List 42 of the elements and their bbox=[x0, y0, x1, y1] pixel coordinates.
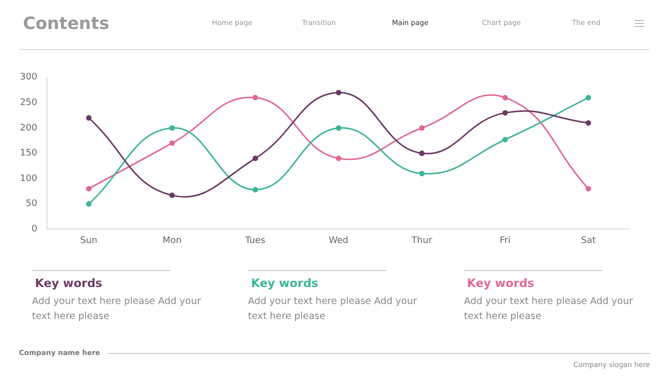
point bbox=[419, 170, 425, 176]
y-tick-label: 200 bbox=[20, 123, 38, 134]
x-tick-label: Sun bbox=[80, 236, 98, 246]
point bbox=[419, 150, 425, 156]
point bbox=[252, 94, 258, 100]
y-tick-label: 0 bbox=[31, 224, 38, 235]
point bbox=[169, 140, 175, 146]
chart-title: Contents bbox=[23, 14, 110, 34]
x-tick-label: Thur bbox=[410, 236, 432, 246]
y-tick-label: 250 bbox=[20, 98, 38, 108]
y-tick-label: 150 bbox=[20, 148, 38, 159]
point bbox=[586, 186, 592, 192]
point bbox=[586, 120, 592, 126]
point bbox=[169, 192, 175, 198]
point bbox=[502, 136, 508, 142]
y-tick-label: 300 bbox=[20, 72, 38, 83]
point bbox=[252, 186, 258, 192]
point bbox=[86, 201, 92, 207]
point bbox=[502, 110, 508, 116]
point bbox=[336, 90, 342, 96]
y-tick-label: 100 bbox=[20, 174, 38, 184]
point bbox=[419, 125, 425, 131]
point bbox=[252, 156, 258, 162]
point bbox=[336, 156, 342, 162]
text: Add your text here please Add your text here please bbox=[464, 295, 634, 324]
text: Key words bbox=[35, 276, 104, 290]
x-tick-label: Sat bbox=[580, 236, 596, 246]
x-tick-label: Wed bbox=[328, 236, 348, 246]
x-tick-label: Mon bbox=[162, 236, 182, 246]
text: Add your text here please Add your text here please bbox=[32, 295, 202, 324]
point bbox=[86, 186, 92, 192]
text: Key words bbox=[251, 276, 320, 290]
x-tick-label: Fri bbox=[500, 236, 510, 246]
x-tick-label: Tues bbox=[244, 236, 266, 246]
point bbox=[86, 115, 92, 121]
text: Add your text here please Add your text here please bbox=[248, 295, 418, 324]
point bbox=[586, 94, 592, 100]
text: Key words bbox=[467, 276, 536, 290]
y-tick-label: 50 bbox=[26, 199, 38, 210]
point bbox=[169, 125, 175, 131]
point bbox=[502, 94, 508, 100]
point bbox=[336, 125, 342, 131]
